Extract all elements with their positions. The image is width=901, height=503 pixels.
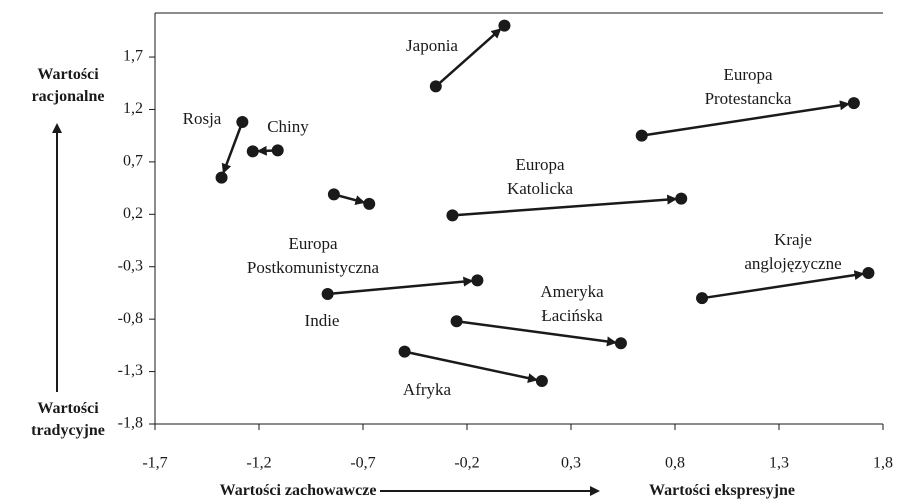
series-label: Ameryka Łacińska	[540, 282, 604, 325]
y-tick-label: 0,2	[123, 205, 143, 222]
point	[321, 287, 334, 300]
shift-arrow	[327, 276, 474, 296]
x-tick-label: -0,7	[350, 455, 375, 472]
point	[862, 267, 875, 280]
x-tick-label: -1,7	[142, 455, 167, 472]
x-tick-label: 0,8	[665, 455, 685, 472]
y-tick-label: 1,2	[123, 100, 143, 117]
series-label: Europa Katolicka	[506, 155, 574, 198]
y-tick-label: -0,3	[118, 257, 143, 274]
point	[429, 80, 442, 93]
shift-arrow	[221, 121, 244, 174]
y-label-bottom: Wartości tradycyjne	[31, 400, 105, 439]
point	[696, 292, 709, 305]
shift-arrow	[641, 100, 850, 137]
series-label: Japonia	[406, 36, 458, 55]
point	[471, 274, 484, 287]
series-label: Chiny	[267, 117, 309, 136]
series-label: Europa Postkomunistyczna	[246, 234, 380, 277]
point	[614, 337, 627, 350]
point	[535, 375, 548, 388]
point	[327, 188, 340, 201]
point	[236, 116, 249, 129]
y-tick-label: -1,3	[118, 362, 143, 379]
point	[363, 197, 376, 210]
series-label: Rosja	[182, 109, 222, 128]
series-label: Afryka	[402, 380, 452, 399]
shift-arrow	[701, 270, 865, 300]
point	[498, 19, 511, 32]
point	[398, 345, 411, 358]
point	[675, 192, 688, 205]
point	[847, 97, 860, 110]
x-tick-label: -0,2	[454, 455, 479, 472]
shift-arrow	[404, 350, 538, 383]
shift-arrow	[452, 194, 678, 217]
x-label-right: Wartości ekspresyjne	[649, 482, 795, 499]
series-label: Indie	[304, 311, 340, 330]
point	[246, 145, 259, 158]
y-tick-label: -0,8	[118, 310, 143, 327]
x-tick-label: 1,3	[769, 455, 789, 472]
shift-arrow	[456, 320, 617, 347]
series-label: Kraje anglojęzyczne	[744, 230, 842, 273]
point	[215, 171, 228, 184]
y-tick-label: -1,8	[118, 415, 143, 432]
point	[271, 144, 284, 157]
point	[446, 209, 459, 222]
y-label-top: Wartości racjonalne	[31, 66, 105, 105]
point	[450, 315, 463, 328]
x-tick-label: -1,2	[246, 455, 271, 472]
x-tick-label: 1,8	[873, 455, 893, 472]
x-tick-label: 0,3	[561, 455, 581, 472]
shift-arrow	[434, 28, 502, 88]
point	[635, 129, 648, 142]
series-label: Europa Protestancka	[704, 65, 792, 108]
y-tick-label: 1,7	[123, 48, 143, 65]
x-label-left: Wartości zachowawcze	[219, 482, 377, 499]
y-tick-label: 0,7	[123, 153, 143, 170]
